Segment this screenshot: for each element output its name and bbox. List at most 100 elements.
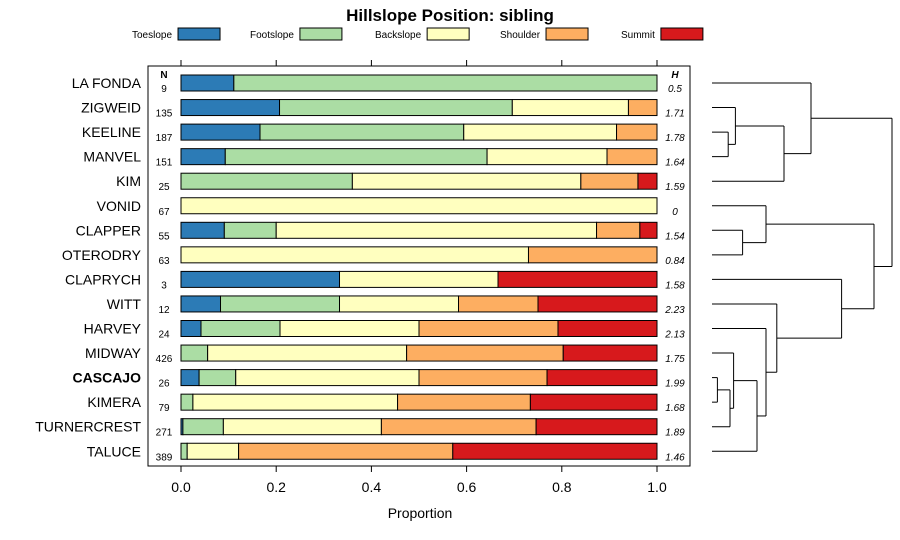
row-label: WITT	[107, 296, 142, 312]
h-value: 1.71	[665, 109, 684, 120]
h-value: 1.59	[665, 182, 685, 193]
n-value: 55	[158, 231, 170, 242]
h-value: 1.89	[665, 428, 685, 439]
segment-kim-footslope	[180, 172, 353, 190]
segment-witt-shoulder	[458, 295, 539, 313]
h-value: 2.23	[664, 305, 685, 316]
segment-manvel-shoulder	[606, 148, 658, 166]
row-label: ZIGWEID	[81, 100, 141, 116]
segment-cascajo-shoulder	[418, 369, 548, 387]
h-value: 1.99	[665, 379, 685, 390]
bar-keeline	[180, 123, 658, 141]
row-label: TURNERCREST	[35, 419, 141, 435]
row-label: CLAPPER	[76, 222, 141, 238]
segment-harvey-summit	[557, 320, 658, 337]
segment-claprych-toeslope	[180, 270, 341, 288]
legend-item-footslope: Footslope	[250, 27, 343, 41]
n-value: 426	[156, 354, 173, 365]
h-value: 0	[672, 207, 678, 218]
legend-swatch-backslope	[426, 27, 470, 41]
h-value: 1.68	[665, 403, 685, 414]
row-label: OTERODRY	[62, 247, 142, 263]
segment-zigweid-toeslope	[180, 99, 281, 117]
bar-witt	[180, 295, 658, 313]
legend-item-summit: Summit	[621, 27, 704, 41]
segment-kim-backslope	[351, 172, 582, 190]
segment-harvey-backslope	[279, 320, 420, 337]
n-value: 79	[158, 403, 170, 414]
h-column-header: H	[671, 70, 679, 81]
n-value: 271	[156, 428, 173, 439]
segment-la-fonda-footslope	[233, 74, 658, 92]
legend: Toeslope Footslope Backslope Shoulder Summit	[132, 27, 704, 41]
segment-manvel-backslope	[486, 148, 608, 166]
bar-kimera	[180, 393, 658, 411]
n-value: 24	[158, 330, 170, 341]
segment-turnercrest-footslope	[182, 418, 224, 436]
x-axis: 0.0 0.2 0.4 0.6 0.8 1.0	[171, 60, 667, 495]
segment-harvey-toeslope	[180, 320, 202, 337]
bar-zigweid	[180, 99, 658, 117]
segment-oterodry-shoulder	[527, 246, 658, 264]
segment-midway-summit	[562, 344, 658, 362]
segment-turnercrest-shoulder	[380, 418, 537, 436]
row-label: CASCAJO	[73, 370, 142, 386]
x-tick-label: 0.2	[266, 479, 286, 495]
segment-oterodry-backslope	[180, 246, 529, 264]
legend-label-toeslope: Toeslope	[132, 30, 172, 41]
h-value: 1.78	[665, 133, 685, 144]
n-value: 9	[161, 84, 167, 95]
row-label: TALUCE	[87, 443, 141, 459]
plot-frame	[147, 65, 691, 467]
segment-keeline-toeslope	[180, 123, 261, 141]
bar-midway	[180, 344, 658, 362]
segment-witt-summit	[537, 295, 658, 313]
n-column-header: N	[160, 70, 167, 81]
segment-kim-summit	[637, 172, 658, 190]
entropy-column: H 0.5 1.71 1.78 1.64 1.59 0 1.54 0.84 1.58 2.23 2.…	[664, 70, 685, 463]
segment-clapper-backslope	[275, 221, 598, 239]
dendrogram	[712, 82, 893, 452]
segment-turnercrest-summit	[535, 418, 658, 436]
segment-la-fonda-toeslope	[180, 74, 235, 92]
segment-kim-shoulder	[580, 172, 639, 190]
segment-kimera-footslope	[180, 393, 194, 411]
segment-cascajo-backslope	[235, 369, 420, 387]
segment-cascajo-summit	[546, 369, 658, 387]
segment-claprych-summit	[497, 270, 658, 288]
x-tick-label: 0.8	[552, 479, 572, 495]
x-tick-label: 1.0	[647, 479, 667, 495]
stacked-bars	[180, 74, 658, 460]
segment-harvey-footslope	[200, 320, 281, 337]
x-tick-label: 0.0	[171, 479, 191, 495]
n-value: 63	[158, 256, 170, 267]
segment-keeline-footslope	[259, 123, 465, 141]
segment-zigweid-footslope	[279, 99, 513, 117]
segment-cascajo-toeslope	[180, 369, 200, 387]
bar-oterodry	[180, 246, 658, 264]
n-value: 26	[158, 379, 170, 390]
segment-harvey-shoulder	[418, 320, 559, 337]
segment-keeline-shoulder	[616, 123, 658, 141]
row-labels: LA FONDA ZIGWEID KEELINE MANVEL KIM VONID CLAP…	[35, 75, 141, 459]
segment-clapper-summit	[639, 221, 658, 239]
segment-witt-toeslope	[180, 295, 222, 313]
plot-panel: LA FONDA ZIGWEID KEELINE MANVEL KIM VONID CLAP…	[35, 60, 691, 495]
segment-clapper-shoulder	[596, 221, 641, 239]
legend-item-backslope: Backslope	[375, 27, 470, 41]
segment-taluce-shoulder	[238, 442, 454, 460]
segment-midway-backslope	[207, 344, 408, 362]
x-axis-label: Proportion	[388, 505, 453, 521]
legend-item-shoulder: Shoulder	[500, 27, 589, 41]
legend-label-footslope: Footslope	[250, 30, 294, 41]
n-value: 12	[158, 305, 170, 316]
row-label: MANVEL	[83, 149, 141, 165]
legend-label-shoulder: Shoulder	[500, 30, 541, 41]
bar-cascajo	[180, 369, 658, 387]
chart-title: Hillslope Position: sibling	[346, 6, 554, 25]
row-label: KIMERA	[87, 394, 141, 410]
bar-claprych	[180, 270, 658, 288]
row-label: CLAPRYCH	[65, 271, 141, 287]
h-value: 2.13	[664, 330, 685, 341]
h-value: 1.75	[665, 354, 685, 365]
